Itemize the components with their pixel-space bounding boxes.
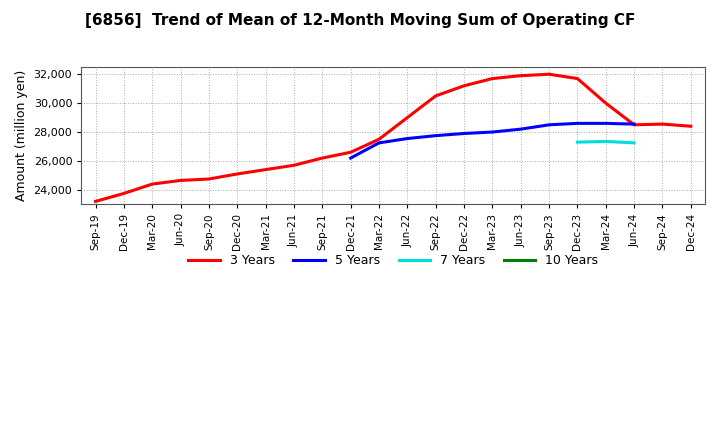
5 Years: [573, 121, 582, 126]
Line: 7 Years: 7 Years: [577, 141, 634, 143]
3 Years: [431, 93, 440, 99]
Text: [6856]  Trend of Mean of 12-Month Moving Sum of Operating CF: [6856] Trend of Mean of 12-Month Moving …: [85, 13, 635, 28]
5 Years: [601, 121, 610, 126]
3 Years: [176, 178, 185, 183]
5 Years: [374, 140, 383, 146]
3 Years: [120, 191, 128, 196]
Line: 3 Years: 3 Years: [96, 74, 690, 202]
5 Years: [459, 131, 468, 136]
3 Years: [261, 167, 270, 172]
3 Years: [346, 150, 355, 155]
7 Years: [573, 139, 582, 145]
3 Years: [374, 137, 383, 142]
5 Years: [346, 155, 355, 161]
5 Years: [545, 122, 554, 128]
3 Years: [658, 121, 667, 127]
3 Years: [601, 100, 610, 106]
3 Years: [318, 155, 327, 161]
Y-axis label: Amount (million yen): Amount (million yen): [15, 70, 28, 201]
5 Years: [431, 133, 440, 138]
3 Years: [91, 199, 100, 204]
7 Years: [601, 139, 610, 144]
5 Years: [403, 136, 412, 141]
5 Years: [630, 121, 639, 127]
3 Years: [630, 122, 639, 128]
3 Years: [516, 73, 525, 78]
5 Years: [488, 129, 497, 135]
3 Years: [686, 124, 695, 129]
3 Years: [204, 176, 213, 182]
3 Years: [459, 83, 468, 88]
3 Years: [403, 115, 412, 120]
3 Years: [289, 163, 298, 168]
3 Years: [148, 181, 156, 187]
5 Years: [516, 127, 525, 132]
3 Years: [573, 76, 582, 81]
Legend: 3 Years, 5 Years, 7 Years, 10 Years: 3 Years, 5 Years, 7 Years, 10 Years: [184, 249, 603, 272]
7 Years: [630, 140, 639, 146]
3 Years: [233, 171, 242, 176]
3 Years: [545, 72, 554, 77]
Line: 5 Years: 5 Years: [351, 123, 634, 158]
3 Years: [488, 76, 497, 81]
